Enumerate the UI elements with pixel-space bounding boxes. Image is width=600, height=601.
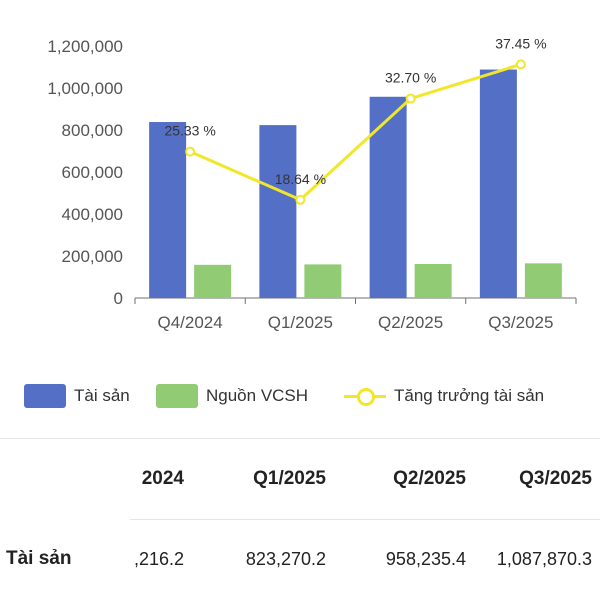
table-row: ,216.2 Tài sản 823,270.2 958,235.4 1,087…	[0, 519, 600, 599]
chart: 0 200,000 400,000 600,000 800,000 1,000,000 1,…	[47, 35, 577, 332]
y-tick-label: 1,200,000	[47, 37, 123, 56]
table-header-cell: 2024	[141, 468, 184, 489]
x-tick-label: Q4/2024	[158, 313, 223, 332]
bar-assets	[149, 122, 187, 299]
x-tick-label: Q1/2025	[268, 313, 333, 332]
legend-swatch-assets	[24, 384, 66, 408]
y-tick-label: 600,000	[62, 163, 123, 182]
sticky-column-mask	[0, 439, 130, 519]
x-tick-label: Q2/2025	[378, 313, 443, 332]
table-header-cell: Q2/2025	[393, 468, 466, 489]
table-cell: 958,235.4	[385, 549, 466, 569]
table-cell: 1,087,870.3	[496, 549, 592, 569]
legend-label-growth: Tăng trưởng tài sản	[394, 386, 545, 405]
legend-item-assets[interactable]: Tài sản	[24, 380, 130, 412]
bar-assets	[479, 69, 517, 298]
legend-swatch-equity	[156, 384, 198, 408]
legend-item-equity[interactable]: Nguồn VCSH	[156, 380, 308, 412]
y-tick-label: 200,000	[62, 247, 123, 266]
growth-point	[405, 93, 416, 104]
bar-equity	[194, 264, 232, 298]
bar-assets	[369, 96, 407, 298]
legend-label-equity: Nguồn VCSH	[206, 386, 309, 405]
growth-point	[185, 146, 196, 157]
bar-equity	[414, 263, 452, 298]
growth-data-label: 37.45 %	[495, 35, 546, 51]
growth-point	[515, 59, 526, 70]
table-cell: 823,270.2	[245, 549, 326, 569]
data-table: 2024 Q1/2025 Q2/2025 Q3/2025 ,216.2 Tài …	[0, 438, 600, 601]
table-row-label: Tài sản	[6, 548, 72, 569]
sticky-column-mask	[0, 519, 130, 599]
legend-label-assets: Tài sản	[74, 386, 130, 405]
y-tick-label: 1,000,000	[47, 79, 123, 98]
y-tick-label: 0	[114, 289, 123, 308]
table-header-row: 2024 Q1/2025 Q2/2025 Q3/2025	[0, 439, 600, 520]
growth-point	[295, 194, 306, 205]
chart-legend: Tài sản Nguồn VCSH Tăng trưởng tài sản	[0, 380, 600, 412]
bar-assets	[259, 125, 297, 299]
line-marker-icon	[344, 384, 386, 408]
growth-data-label: 25.33 %	[164, 123, 215, 139]
table-header-cell: Q1/2025	[253, 468, 326, 489]
legend-item-growth[interactable]: Tăng trưởng tài sản	[344, 380, 544, 412]
table-header-cell: Q3/2025	[519, 468, 592, 489]
growth-line	[189, 62, 522, 202]
growth-data-label: 32.70 %	[385, 70, 436, 86]
x-tick-label: Q3/2025	[488, 313, 553, 332]
bar-equity	[304, 264, 342, 298]
y-tick-label: 400,000	[62, 205, 123, 224]
bar-equity	[524, 263, 562, 298]
growth-data-label: 18.64 %	[275, 171, 326, 187]
table-cell: ,216.2	[133, 549, 184, 569]
y-tick-label: 800,000	[62, 121, 123, 140]
